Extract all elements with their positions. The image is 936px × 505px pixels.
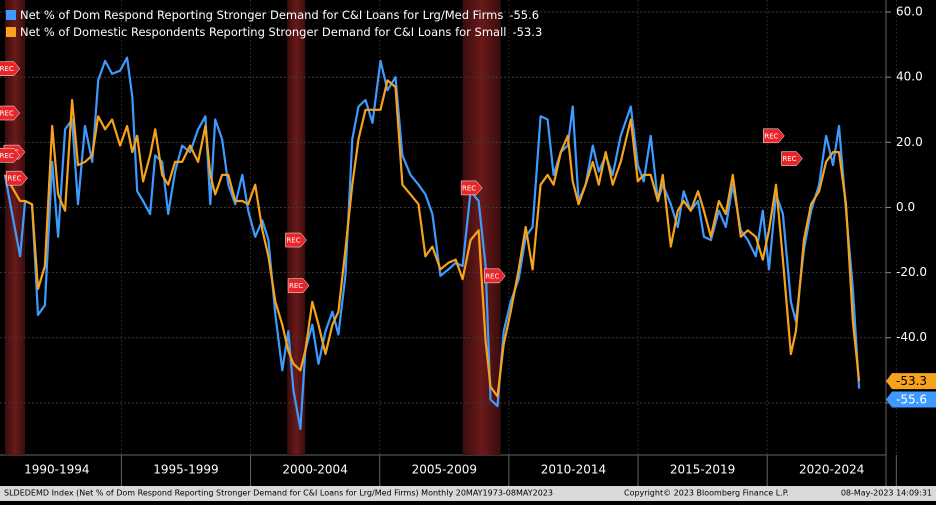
x-tick-label: 1995-1999 (153, 463, 218, 477)
legend-name: Net % of Domestic Respondents Reporting … (20, 25, 507, 39)
legend-swatch (6, 10, 16, 20)
y-tick-label: 40.0 (896, 70, 923, 84)
footer-left: SLDEDEMD Index (Net % of Dom Respond Rep… (4, 489, 553, 498)
rec-tag-label: REC (764, 132, 778, 140)
series-line (3, 79, 861, 398)
rec-tag (285, 232, 307, 248)
rec-tag-label: REC (289, 282, 303, 290)
footer-right: 08-May-2023 14:09:31 (841, 489, 932, 498)
y-tick-label: 60.0 (896, 5, 923, 19)
rec-tag (484, 268, 506, 284)
last-value-tag (886, 373, 936, 390)
rec-tag-label: REC (782, 155, 796, 163)
x-tick-label: 2005-2009 (412, 463, 477, 477)
footer-center: Copyright© 2023 Bloomberg Finance L.P. (624, 489, 789, 498)
legend-last-value: -53.3 (513, 25, 543, 39)
y-tick-label: -40.0 (896, 330, 927, 344)
x-tick-label: 2015-2019 (670, 463, 735, 477)
rec-tag (0, 105, 21, 121)
y-tick-label: 0.0 (896, 200, 915, 214)
y-tick-label: 20.0 (896, 135, 923, 149)
rec-tag (460, 180, 483, 196)
rec-tag-label: REC (485, 272, 499, 280)
rec-tag (781, 151, 803, 166)
rec-tag-label: REC (0, 110, 14, 118)
legend-label: Net % of Domestic Respondents Reporting … (20, 25, 542, 39)
rec-tag-label: REC (0, 65, 14, 73)
x-tick-label: 2000-2004 (282, 463, 347, 477)
rec-tag-label: REC (7, 175, 21, 183)
rec-tag (0, 148, 21, 163)
legend-label: Net % of Dom Respond Reporting Stronger … (20, 8, 539, 22)
rec-tag (0, 61, 21, 76)
legend-last-value: -55.6 (509, 8, 539, 22)
legend-name: Net % of Dom Respond Reporting Stronger … (20, 8, 503, 22)
rec-tag (763, 128, 785, 144)
rec-tag-label: REC (286, 237, 300, 245)
x-tick-label: 2010-2014 (541, 463, 606, 477)
footer-band (0, 486, 936, 501)
rec-tag-label: REC (0, 152, 14, 160)
y-tick-label: -20.0 (896, 265, 927, 279)
rec-tag (6, 170, 28, 186)
legend-swatch (6, 27, 16, 37)
rec-tag (287, 278, 310, 293)
last-value-tag (886, 391, 936, 408)
rec-tag-label: REC (462, 184, 476, 192)
x-tick-label: 2020-2024 (799, 463, 864, 477)
last-value-label: -55.6 (896, 393, 927, 407)
series-line (3, 56, 861, 430)
x-tick-label: 1990-1994 (24, 463, 89, 477)
last-value-label: -53.3 (896, 374, 927, 388)
recession-band (287, 0, 306, 455)
